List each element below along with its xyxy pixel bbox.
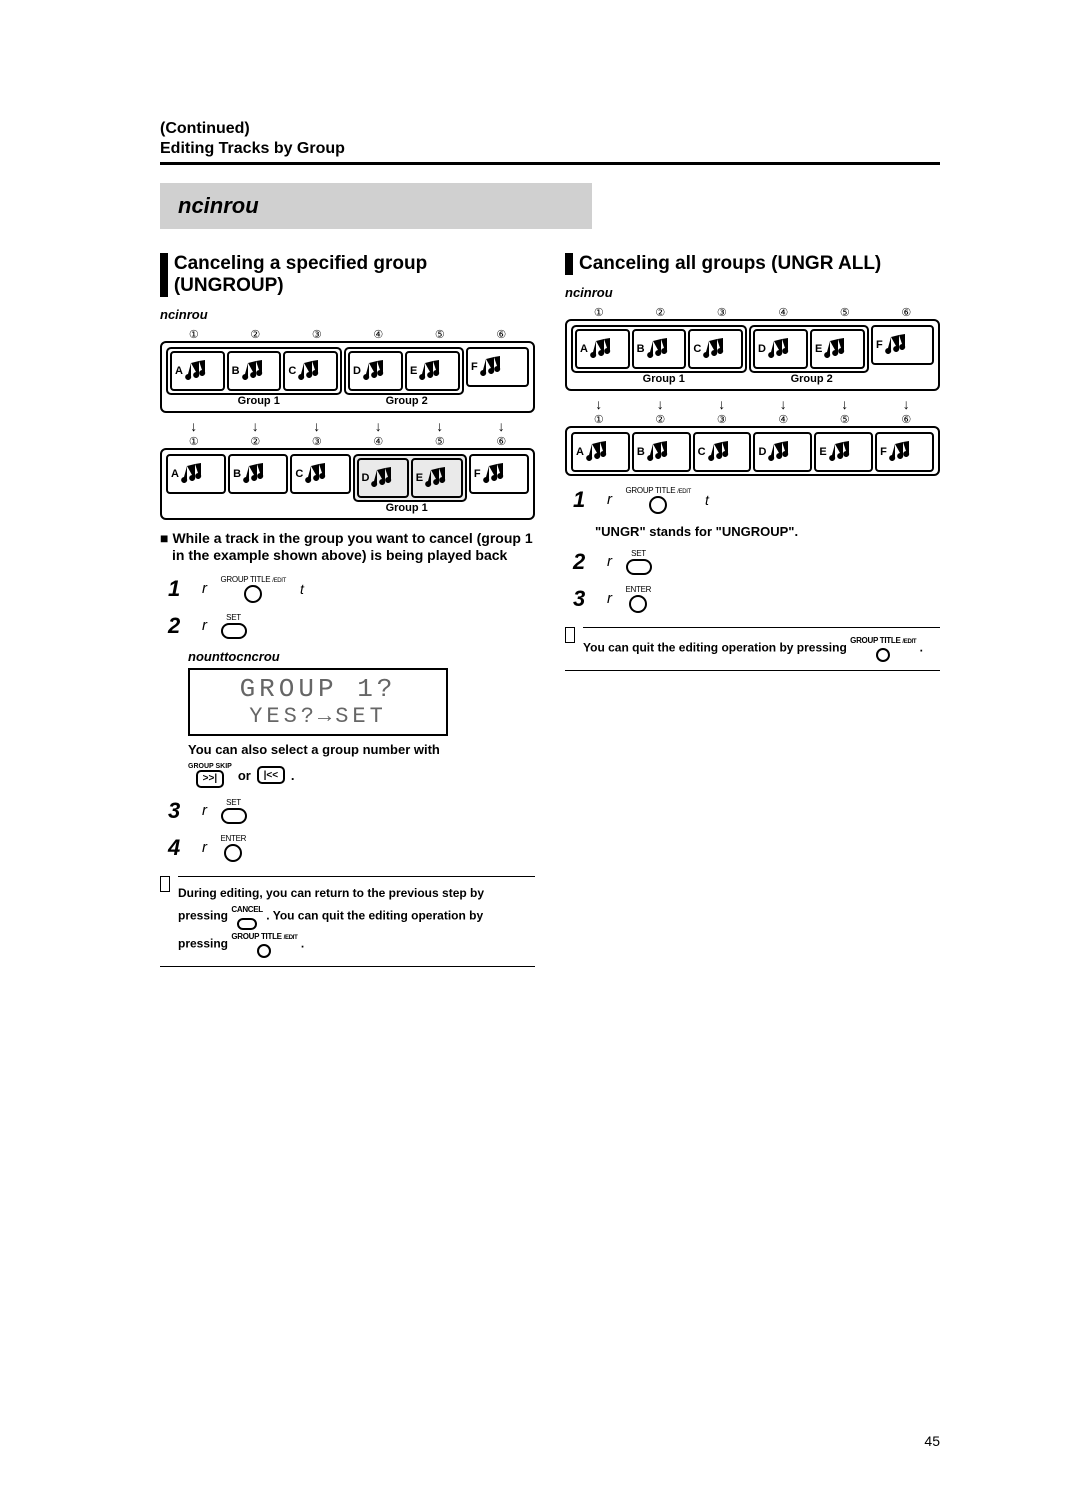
num-row-top: ① ② ③ ④ ⑤ ⑥ (164, 328, 531, 341)
group-title-button[interactable]: GROUP TITLE /EDIT (221, 575, 287, 603)
left-subhead: Canceling a specified group (UNGROUP) (160, 253, 535, 297)
set-button[interactable]: SET (221, 613, 247, 639)
set-button-r[interactable]: SET (626, 549, 652, 575)
section-title: Editing Tracks by Group (160, 140, 940, 158)
skip-buttons: GROUP SKIP >>| or |<< . (188, 763, 535, 788)
left-step-1: 1 r GROUP TITLE /EDIT t (168, 575, 535, 603)
right-main-label: ncinrou (565, 285, 940, 300)
left-column: Canceling a specified group (UNGROUP) nc… (160, 253, 535, 967)
right-column: Canceling all groups (UNGR ALL) ncinrou … (565, 253, 940, 967)
left-main-label: ncinrou (160, 307, 535, 322)
right-step-2: 2 r SET (573, 549, 940, 575)
group-title-button-2[interactable]: GROUP TITLE /EDIT (231, 930, 297, 959)
confirm-label: nounttocncrou (188, 649, 535, 664)
rule (160, 162, 940, 165)
group-title-button-r2[interactable]: GROUP TITLE /EDIT (850, 634, 916, 663)
left-instruction: While a track in the group you want to c… (172, 530, 535, 565)
right-diagram-before: A B C D E F Group 1 Group 2 (565, 319, 940, 391)
left-step-4: 4 r ENTER (168, 834, 535, 862)
left-step-3: 3 r SET (168, 798, 535, 824)
topic-band-text: ncinrou (178, 193, 259, 218)
topic-band: ncinrou (160, 183, 592, 229)
right-step-3: 3 r ENTER (573, 585, 940, 613)
left-heading: Canceling a specified group (UNGROUP) (174, 253, 535, 297)
enter-button-r[interactable]: ENTER (626, 585, 652, 613)
enter-button[interactable]: ENTER (221, 834, 247, 862)
set-button-2[interactable]: SET (221, 798, 247, 824)
page-number: 45 (924, 1433, 940, 1449)
group-skip-fwd-button[interactable]: GROUP SKIP >>| (188, 763, 232, 788)
select-note: You can also select a group number with (188, 742, 535, 759)
continued-label: (Continued) (160, 120, 940, 138)
arrow-row: ↓↓↓ ↓↓↓ (164, 419, 531, 433)
cancel-button[interactable]: CANCEL (231, 903, 263, 930)
right-step-1: 1 r GROUP TITLE /EDIT t (573, 486, 940, 514)
diagram-after: A B C D E F Group 1 (160, 448, 535, 520)
num-row-mid: ① ② ③ ④ ⑤ ⑥ (164, 435, 531, 448)
right-diagram-after: A B C D E F (565, 426, 940, 476)
lcd-display: GROUP 1? YES?→SET (188, 668, 448, 736)
left-note: During editing, you can return to the pr… (160, 876, 535, 959)
right-heading: Canceling all groups (UNGR ALL) (579, 253, 881, 275)
diagram-before: A B C D E F Group 1 Group 2 (160, 341, 535, 413)
left-step-2: 2 r SET (168, 613, 535, 639)
ungr-quote: "UNGR" stands for "UNGROUP". (595, 524, 940, 539)
right-subhead: Canceling all groups (UNGR ALL) (565, 253, 940, 275)
group-title-button-r[interactable]: GROUP TITLE /EDIT (626, 486, 692, 514)
group-skip-back-button[interactable]: |<< (257, 766, 285, 784)
right-note: You can quit the editing operation by pr… (565, 627, 940, 663)
